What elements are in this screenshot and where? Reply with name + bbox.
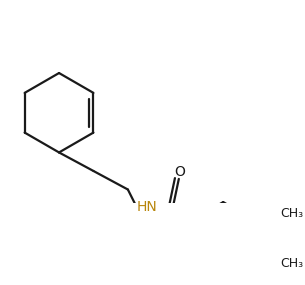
Text: HN: HN (137, 200, 157, 214)
Text: CH₃: CH₃ (281, 207, 304, 219)
Text: O: O (174, 165, 185, 179)
Text: CH₃: CH₃ (281, 257, 304, 270)
